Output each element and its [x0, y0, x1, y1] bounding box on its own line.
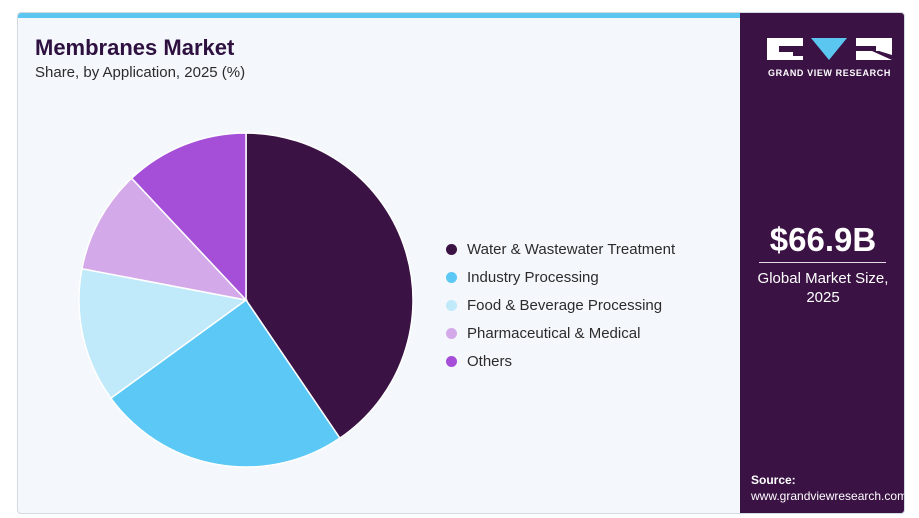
brand-logo-icon: [767, 38, 892, 60]
chart-card: Membranes Market Share, by Application, …: [17, 12, 905, 514]
pie-slice-industry-processing: [109, 298, 341, 468]
pie-slice-water-wastewater-treatment: [245, 132, 414, 440]
brand-name: GRAND VIEW RESEARCH: [768, 68, 891, 78]
pie-slice-others: [130, 132, 247, 302]
legend-item: Industry Processing: [446, 263, 675, 291]
legend-swatch: [446, 243, 457, 255]
brand-logo: GRAND VIEW RESEARCH: [767, 38, 892, 88]
legend-item: Others: [446, 347, 675, 375]
value-divider: [759, 262, 886, 263]
source-link[interactable]: www.grandviewresearch.com: [751, 489, 905, 503]
accent-bar: [18, 13, 740, 18]
legend-label: Food & Beverage Processing: [467, 296, 663, 314]
legend-label: Pharmaceutical & Medical: [467, 324, 641, 342]
legend-swatch: [446, 271, 457, 283]
market-size-label: Global Market Size, 2025: [757, 270, 889, 306]
chart-legend: Water & Wastewater Treatment Industry Pro…: [446, 235, 675, 375]
legend-swatch: [446, 327, 457, 339]
legend-item: Food & Beverage Processing: [446, 291, 675, 319]
legend-swatch: [446, 355, 457, 367]
pie-chart: [78, 132, 414, 468]
market-size-value: $66.9B: [769, 221, 877, 258]
source-label: Source:: [751, 473, 796, 487]
pie-slice-pharmaceutical-medical: [81, 177, 249, 302]
legend-item: Pharmaceutical & Medical: [446, 319, 675, 347]
legend-label: Others: [467, 352, 513, 370]
info-sidebar: GRAND VIEW RESEARCH $66.9B Global Market…: [740, 13, 905, 513]
legend-label: Water & Wastewater Treatment: [467, 240, 676, 258]
chart-subtitle: Share, by Application, 2025 (%): [35, 64, 246, 81]
chart-title: Membranes Market: [35, 35, 235, 60]
legend-label: Industry Processing: [467, 268, 599, 286]
legend-swatch: [446, 299, 457, 311]
legend-item: Water & Wastewater Treatment: [446, 235, 675, 263]
pie-slice-food-beverage-processing: [78, 267, 248, 400]
